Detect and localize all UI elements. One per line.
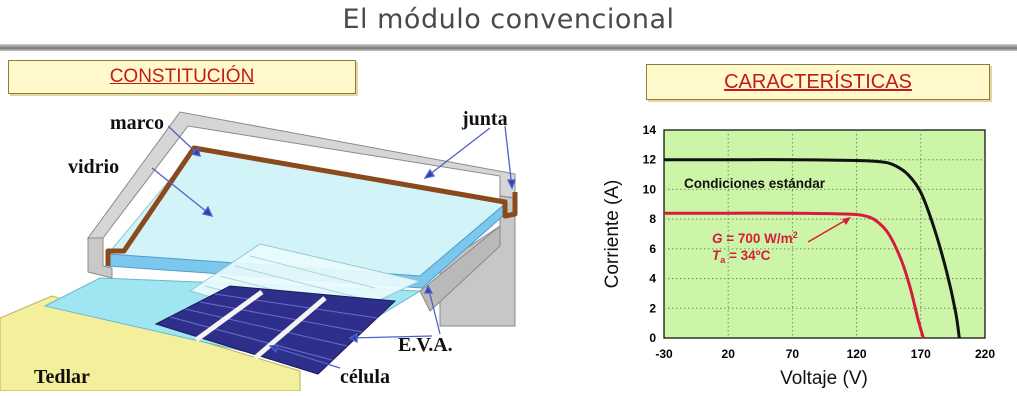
label-junta: junta	[462, 108, 508, 130]
constitucion-heading: CONSTITUCIÓN	[8, 60, 356, 94]
y-axis-label: Corriente (A)	[602, 180, 623, 289]
x-tick-label: 70	[786, 347, 800, 361]
y-tick-label: 8	[649, 212, 656, 226]
tedlar-layer	[0, 295, 301, 392]
y-tick-labels: 0 2 4 6 8 10 12 14	[643, 123, 657, 345]
plot-area	[663, 129, 986, 339]
y-tick-label: 4	[649, 272, 656, 286]
x-tick-label: 20	[722, 347, 736, 361]
label-celula: célula	[340, 366, 390, 388]
iv-chart: 0 2 4 6 8 10 12 14 -30 20 70 120 170 220 Corriente (…	[596, 118, 1017, 391]
annotation-irradiance: G = 700 W/m2	[712, 230, 798, 246]
gasket	[105, 145, 518, 266]
module-diagram: marco vidrio junta E.V.A. célula Tedlar	[0, 96, 560, 392]
label-eva: E.V.A.	[398, 334, 453, 356]
title-divider	[0, 44, 1017, 51]
label-marco: marco	[110, 112, 165, 134]
frame-right-lip	[419, 224, 501, 312]
y-tick-label: 0	[649, 331, 656, 345]
label-tedlar: Tedlar	[34, 366, 90, 388]
y-tick-label: 6	[649, 242, 656, 256]
y-tick-label: 10	[643, 182, 657, 196]
curves	[664, 158, 961, 339]
x-tick-label: 170	[911, 347, 931, 361]
x-tick-label: 220	[975, 347, 995, 361]
annotation-arrow	[807, 217, 851, 243]
y-tick-label: 14	[643, 123, 657, 137]
x-tick-label: 120	[847, 347, 867, 361]
curve-700wm2-34c	[664, 211, 925, 339]
iv-chart-svg: 0 2 4 6 8 10 12 14 -30 20 70 120 170 220 Corriente (…	[602, 123, 995, 389]
annotation-standard: Condiciones estándar	[684, 176, 826, 191]
x-axis-label: Voltaje (V)	[780, 368, 868, 389]
y-tick-label: 2	[649, 301, 656, 315]
y-tick-label: 12	[643, 153, 657, 167]
annotation-temperature: Ta = 34ºC	[712, 248, 771, 265]
curve-standard-conditions	[664, 158, 961, 339]
module-cross-section	[0, 111, 518, 392]
page-title: El módulo convencional	[342, 4, 675, 35]
frame-left-side	[87, 237, 113, 279]
x-tick-labels: -30 20 70 120 170 220	[655, 347, 995, 361]
caracteristicas-heading: CARACTERÍSTICAS	[646, 64, 990, 100]
x-tick-label: -30	[655, 347, 673, 361]
label-vidrio: vidrio	[68, 156, 120, 178]
